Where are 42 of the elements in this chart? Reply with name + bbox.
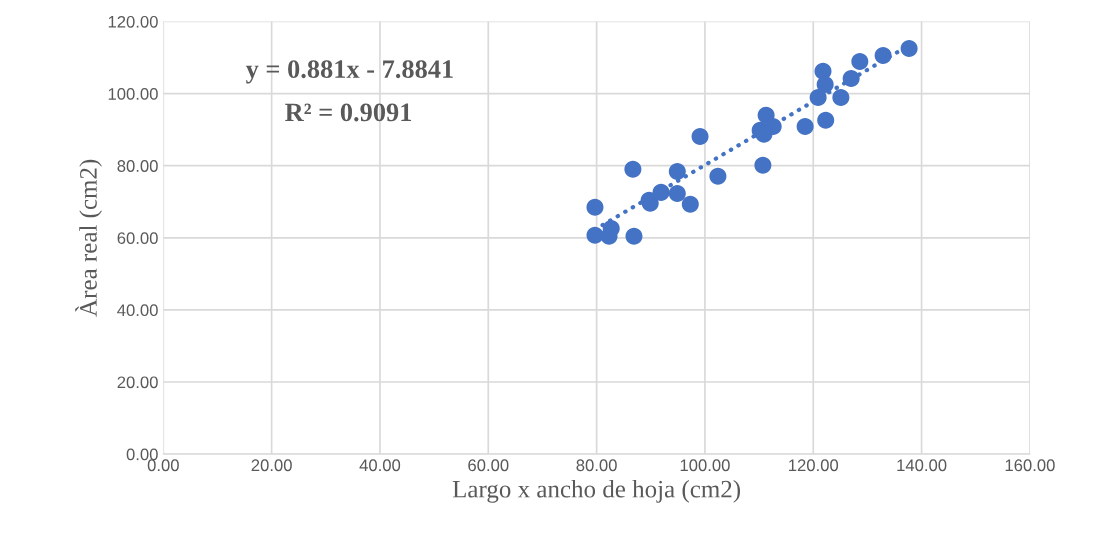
point (624, 160, 642, 178)
x-tick-label: 100.00 (680, 459, 730, 472)
x-tick-label: 120.00 (789, 459, 839, 472)
y-axis-title: Àrea real (cm2) (75, 159, 102, 317)
point (586, 226, 604, 244)
x-axis-title: Largo x ancho de hoja (cm2) (452, 480, 741, 503)
point (602, 219, 620, 237)
point (668, 184, 686, 202)
annotation: y = 0.881x - 7.8841 (245, 60, 453, 84)
point (832, 89, 850, 107)
y-tick-label: 60.00 (117, 232, 158, 244)
point (691, 128, 709, 146)
point (764, 117, 782, 135)
x-tick-label: 40.00 (359, 459, 401, 472)
x-tick-label: 80.00 (576, 459, 617, 472)
y-tick-label: 40.00 (117, 304, 158, 317)
point (874, 46, 892, 64)
x-tick-label: 60.00 (468, 459, 509, 472)
point (900, 40, 918, 58)
point (681, 195, 699, 213)
annotation: R² = 0.9091 (285, 103, 412, 122)
x-tick-label: 140.00 (897, 459, 947, 472)
x-tick-label: 160.00 (1005, 459, 1055, 472)
y-tick-label: 80.00 (117, 160, 158, 172)
x-tick-label: 20.00 (251, 459, 292, 472)
y-tick-label: 100.00 (108, 88, 158, 100)
point (586, 198, 604, 216)
point (851, 53, 869, 71)
y-tick-label: 20.00 (117, 376, 158, 389)
point (625, 227, 643, 245)
point (816, 76, 834, 94)
point (809, 89, 827, 107)
point (817, 111, 835, 129)
point (796, 117, 814, 135)
y-tick-label: 120.00 (108, 15, 158, 28)
point (842, 69, 860, 87)
point (709, 167, 727, 185)
x-tick-label: 0.00 (147, 459, 179, 472)
point (652, 183, 670, 201)
point (668, 162, 686, 180)
y-tick-label: 0.00 (126, 448, 158, 461)
point (754, 156, 772, 174)
